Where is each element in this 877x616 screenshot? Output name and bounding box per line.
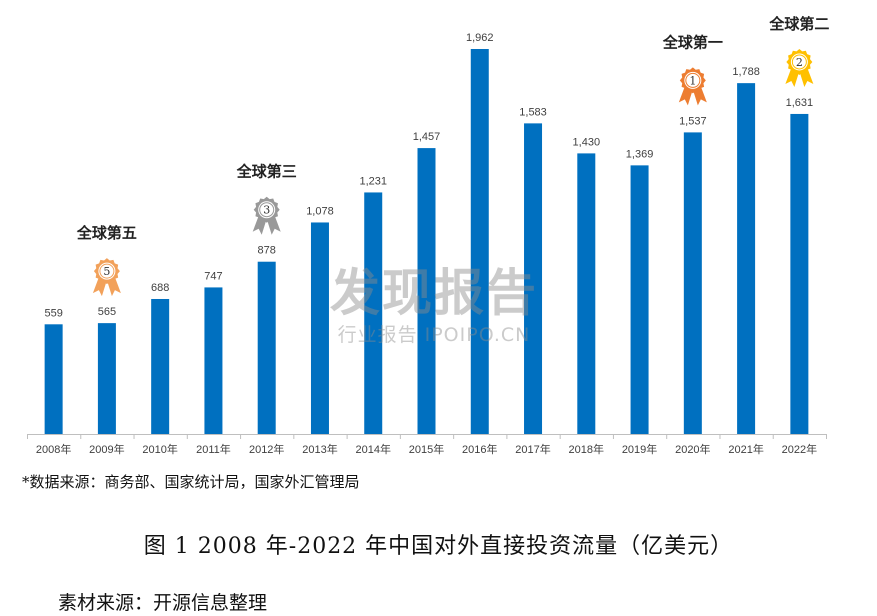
x-tick-label: 2015年 [409,442,444,456]
data-label: 747 [204,270,222,282]
data-source-note: *数据来源：商务部、国家统计局，国家外汇管理局 [22,473,360,491]
data-label: 1,231 [359,175,387,187]
bar [737,83,756,434]
bar [204,287,223,434]
data-label: 1,583 [519,106,547,118]
medal-ring [791,54,807,70]
bar [364,192,383,434]
data-label: 1,962 [466,32,494,44]
ribbon-left [785,67,800,87]
x-tick-label: 2022年 [782,442,817,456]
x-tick-label: 2016年 [462,442,497,456]
x-tick-label: 2021年 [728,442,763,456]
data-label: 1,457 [413,131,441,143]
rank-badge: 3 全球第三 [236,163,297,235]
x-tick-label: 2017年 [515,442,550,456]
annotation-label: 全球第三 [236,163,297,181]
x-tick-label: 2018年 [569,442,604,456]
data-label: 1,369 [626,148,654,160]
ribbon-right [799,67,814,87]
bar [683,132,702,435]
ribbon-right [266,215,281,235]
x-tick-label: 2012年 [249,442,284,456]
data-label: 1,537 [679,115,707,127]
bar [151,298,170,434]
material-source: 素材来源：开源信息整理 [58,592,268,614]
x-tick-label: 2008年 [36,442,71,456]
bar [257,261,276,434]
x-tick-label: 2013年 [302,442,337,456]
watermark-logo: 发现报告 [330,264,538,322]
medal-rank: 2 [796,56,803,69]
data-label: 1,430 [573,136,601,148]
medal-rank: 5 [103,265,110,278]
rank-badge: 5 全球第五 [76,224,137,297]
bar [44,324,63,434]
ribbon-right [692,86,707,106]
x-tick-label: 2010年 [142,442,177,456]
medal-ring [259,202,275,218]
figure-caption: 图 1 2008 年-2022 年中国对外直接投资流量（亿美元） [143,534,734,559]
bar [790,113,809,435]
medal-inner [258,201,276,219]
bar [97,323,116,434]
data-label: 565 [98,306,116,318]
data-label: 1,788 [732,66,760,78]
x-tick-label: 2020年 [675,442,710,456]
ribbon-left [678,86,693,106]
bar [470,49,489,434]
rank-badge: 1 全球第一 [662,33,723,106]
watermark-subtitle: 行业报告 IPOIPO.CN [337,324,531,346]
medal-ring [685,72,701,88]
medal-rank: 3 [263,204,270,217]
data-label: 1,078 [306,205,334,217]
annotation-label: 全球第一 [662,33,723,51]
bar [577,153,596,434]
medal-inner [98,262,116,280]
bar [417,148,436,434]
bar [310,222,329,434]
x-tick-label: 2011年 [196,442,231,456]
bar [630,165,649,434]
rank-badge: 2 全球第二 [768,15,829,87]
x-tick-label: 2019年 [622,442,657,456]
medal-inner [790,53,808,71]
data-label: 559 [44,307,62,319]
ribbon-right [106,277,121,297]
bar-chart: 559 565 688 747 878 1,078 1,231 1,457 1,962 1,583… [27,15,829,456]
ribbon-left [92,277,107,297]
ribbon-left [252,215,267,235]
medal-ring [99,263,115,279]
data-label: 878 [258,245,276,257]
annotation-label: 全球第二 [768,15,829,33]
medal-rank: 1 [689,74,696,87]
medal-inner [684,71,702,89]
x-tick-label: 2014年 [355,442,390,456]
data-label: 1,631 [786,97,814,109]
watermark: 发现报告 行业报告 IPOIPO.CN [330,266,538,347]
x-tick-label: 2009年 [89,442,124,456]
bar [524,123,543,434]
annotation-label: 全球第五 [76,224,137,242]
data-label: 688 [151,282,169,294]
